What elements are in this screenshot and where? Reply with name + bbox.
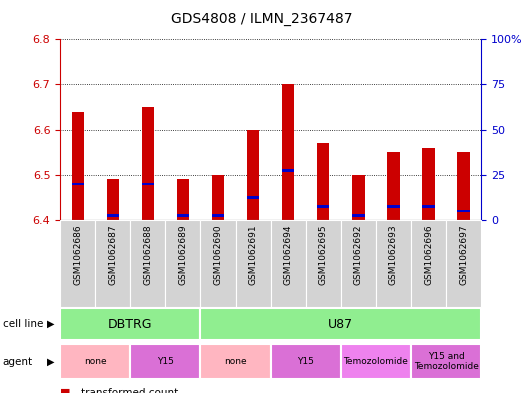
Text: ▶: ▶ — [47, 356, 54, 367]
Text: GSM1062696: GSM1062696 — [424, 224, 433, 285]
Bar — [317, 205, 329, 208]
Bar — [247, 130, 259, 220]
Bar — [212, 214, 224, 217]
Bar — [142, 183, 154, 185]
Bar — [423, 205, 435, 208]
Bar — [130, 220, 165, 307]
Text: none: none — [224, 357, 247, 366]
Text: Y15: Y15 — [157, 357, 174, 366]
Text: GSM1062691: GSM1062691 — [248, 224, 258, 285]
Bar — [95, 220, 130, 307]
Text: GSM1062689: GSM1062689 — [178, 224, 187, 285]
Bar — [247, 196, 259, 199]
Bar — [282, 169, 294, 172]
Bar — [212, 175, 224, 220]
Bar — [107, 179, 119, 220]
Bar — [235, 220, 271, 307]
Text: GSM1062686: GSM1062686 — [73, 224, 82, 285]
Bar — [458, 152, 470, 220]
Text: GSM1062697: GSM1062697 — [459, 224, 468, 285]
Text: GSM1062694: GSM1062694 — [283, 224, 293, 285]
Bar — [72, 183, 84, 185]
Bar — [411, 344, 481, 379]
Bar — [200, 344, 271, 379]
Bar — [317, 143, 329, 220]
Text: ▶: ▶ — [47, 319, 54, 329]
Text: GSM1062687: GSM1062687 — [108, 224, 117, 285]
Text: none: none — [84, 357, 107, 366]
Text: transformed count: transformed count — [81, 388, 178, 393]
Text: GSM1062695: GSM1062695 — [319, 224, 328, 285]
Bar — [200, 220, 235, 307]
Text: cell line: cell line — [3, 319, 43, 329]
Text: U87: U87 — [328, 318, 354, 331]
Text: Temozolomide: Temozolomide — [344, 357, 408, 366]
Text: Y15 and
Temozolomide: Y15 and Temozolomide — [414, 352, 479, 371]
Bar — [423, 148, 435, 220]
Bar — [271, 220, 306, 307]
Bar — [306, 220, 341, 307]
Text: GDS4808 / ILMN_2367487: GDS4808 / ILMN_2367487 — [170, 12, 353, 26]
Bar — [352, 175, 365, 220]
Bar — [376, 220, 411, 307]
Bar — [72, 112, 84, 220]
Text: Y15: Y15 — [297, 357, 314, 366]
Bar — [200, 308, 481, 340]
Bar — [107, 214, 119, 217]
Bar — [271, 344, 341, 379]
Bar — [177, 214, 189, 217]
Bar — [352, 214, 365, 217]
Bar — [130, 344, 200, 379]
Text: GSM1062690: GSM1062690 — [213, 224, 222, 285]
Bar — [458, 210, 470, 212]
Text: GSM1062688: GSM1062688 — [143, 224, 152, 285]
Text: ■: ■ — [60, 388, 71, 393]
Text: DBTRG: DBTRG — [108, 318, 153, 331]
Bar — [60, 308, 200, 340]
Bar — [411, 220, 446, 307]
Bar — [282, 84, 294, 220]
Bar — [165, 220, 200, 307]
Bar — [341, 344, 411, 379]
Bar — [177, 179, 189, 220]
Bar — [60, 220, 95, 307]
Bar — [60, 344, 130, 379]
Bar — [388, 205, 400, 208]
Text: agent: agent — [3, 356, 33, 367]
Text: GSM1062692: GSM1062692 — [354, 224, 363, 285]
Text: GSM1062693: GSM1062693 — [389, 224, 398, 285]
Bar — [341, 220, 376, 307]
Bar — [142, 107, 154, 220]
Bar — [446, 220, 481, 307]
Bar — [388, 152, 400, 220]
